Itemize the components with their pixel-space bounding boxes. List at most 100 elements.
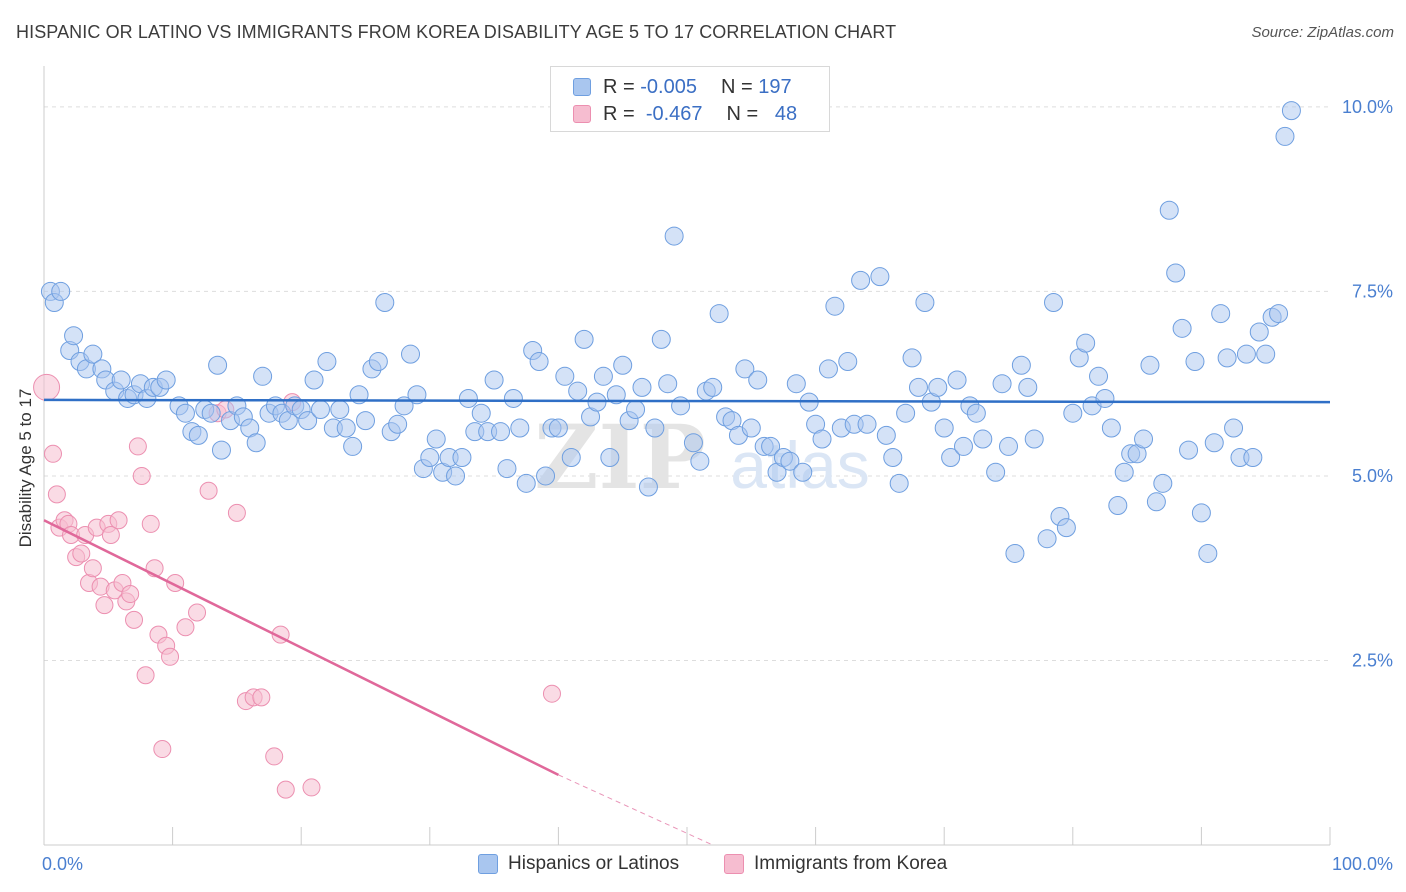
korea-trend-line <box>43 519 559 777</box>
bottom-legend-hispanic[interactable]: Hispanics or Latinos <box>478 850 679 878</box>
hispanic-point <box>1140 355 1160 375</box>
korea-point <box>95 596 114 615</box>
hispanic-point <box>683 433 703 453</box>
hispanic-point <box>1056 518 1076 538</box>
legend-n-label: N = <box>720 75 753 98</box>
hispanic-point <box>336 418 356 438</box>
korea-point <box>199 481 218 500</box>
hispanic-point <box>1134 429 1154 449</box>
hispanic-point <box>253 366 273 386</box>
legend-row-hispanic: R = -0.005 N = 197 <box>573 74 792 100</box>
hispanic-point <box>375 293 395 312</box>
hispanic-point <box>703 377 723 397</box>
hispanic-point <box>548 418 568 438</box>
hispanic-point <box>1153 473 1173 493</box>
hispanic-point <box>298 411 318 431</box>
korea-point <box>302 778 321 797</box>
korea-point <box>121 585 140 604</box>
hispanic-point <box>1037 529 1057 549</box>
hispanic-point <box>818 359 838 379</box>
hispanic-point <box>1211 304 1231 324</box>
hispanic-point <box>401 344 421 364</box>
hispanic-point <box>1269 304 1289 324</box>
legend-row-korea: R = -0.467 N = 48 <box>573 101 797 127</box>
korea-point <box>265 747 284 766</box>
korea-point <box>72 544 91 563</box>
hispanic-point <box>1249 322 1269 342</box>
legend-label: Immigrants from Korea <box>754 853 948 874</box>
legend-r-value: -0.467 <box>645 102 703 125</box>
korea-point <box>33 373 61 401</box>
hispanic-point <box>587 392 607 412</box>
korea-point <box>176 618 195 637</box>
hispanic-point <box>1005 543 1025 563</box>
hispanic-point <box>941 448 961 467</box>
hispanic-point <box>458 388 478 408</box>
hispanic-point <box>638 477 658 497</box>
hispanic-point <box>889 473 909 493</box>
source-credit: Source: ZipAtlas.com <box>1251 24 1394 41</box>
hispanic-point <box>51 281 71 301</box>
bottom-legend-korea[interactable]: Immigrants from Korea <box>724 850 947 878</box>
hispanic-point <box>934 418 954 438</box>
legend-n-value: 48 <box>774 102 798 125</box>
y-tick-label: 7.5% <box>1352 281 1393 301</box>
korea-point <box>125 610 144 629</box>
hispanic-point <box>632 377 652 397</box>
hispanic-point <box>947 370 967 390</box>
korea-point <box>188 603 207 622</box>
y-tick-label: 5.0% <box>1352 466 1393 486</box>
korea-point <box>109 511 128 530</box>
hispanic-point <box>568 381 588 401</box>
korea-point <box>161 647 180 666</box>
hispanic-point <box>561 448 581 467</box>
hispanic-point <box>1236 344 1256 364</box>
hispanic-point <box>64 326 84 346</box>
hispanic-point <box>356 411 375 431</box>
hispanic-point <box>1159 200 1179 220</box>
hispanic-point <box>992 374 1012 394</box>
hispanic-point <box>1018 377 1038 397</box>
hispanic-point <box>1063 403 1083 423</box>
korea-point <box>141 514 160 533</box>
hispanic-point <box>1108 495 1128 515</box>
hispanic-point <box>883 448 903 467</box>
legend-r-label: R = <box>603 102 635 125</box>
hispanic-point <box>555 366 575 386</box>
x-tick-label-min: 0.0% <box>42 854 83 874</box>
hispanic-point <box>471 403 491 423</box>
hispanic-point <box>503 388 523 408</box>
korea-point <box>44 444 63 463</box>
hispanic-point <box>870 267 890 287</box>
hispanic-point <box>915 293 935 312</box>
hispanic-point <box>516 473 536 493</box>
hispanic-point <box>175 403 195 423</box>
hispanic-point <box>664 226 684 246</box>
axes <box>43 66 1331 846</box>
hispanic-point <box>529 352 549 372</box>
x-tick-label-max: 100.0% <box>1332 854 1393 874</box>
hispanic-point <box>343 436 363 456</box>
hispanic-point <box>606 385 626 405</box>
hispanic-point <box>1191 503 1211 523</box>
korea-point <box>227 503 246 522</box>
korea-point <box>252 688 271 707</box>
series-hispanic-points <box>40 101 1301 563</box>
korea-point <box>83 559 102 578</box>
hispanic-point <box>1204 433 1224 453</box>
hispanic-point <box>851 270 871 290</box>
hispanic-point <box>626 400 646 420</box>
hispanic-point <box>1172 318 1192 338</box>
korea-point <box>128 437 147 456</box>
hispanic-point <box>1114 462 1134 482</box>
y-tick-label: 10.0% <box>1342 97 1393 117</box>
hispanic-point <box>999 436 1018 456</box>
hispanic-point <box>330 400 350 420</box>
hispanic-point <box>510 418 530 438</box>
hispanic-point <box>1185 352 1205 372</box>
hispanic-point <box>497 459 517 479</box>
hispanic-point <box>491 422 511 442</box>
hispanic-point <box>1011 355 1031 375</box>
hispanic-point <box>201 403 221 423</box>
hispanic-point <box>973 429 993 449</box>
